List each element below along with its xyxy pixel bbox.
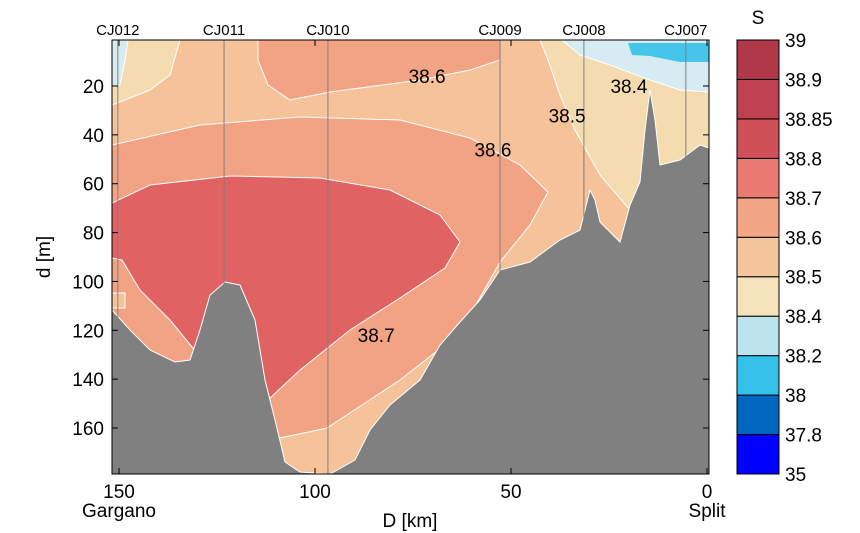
station-label: CJ010: [306, 22, 349, 39]
x-tick-label: 150: [103, 482, 135, 503]
station-label: CJ008: [562, 22, 605, 39]
colorbar-band: [736, 118, 780, 159]
contour-label: 38.7: [358, 326, 395, 347]
colorbar-tick-label: 38.85: [785, 110, 833, 131]
y-tick-label: 80: [83, 224, 104, 245]
bathymetry: [112, 89, 709, 474]
y-tick-label: 60: [83, 175, 104, 196]
colorbar-band: [736, 78, 780, 120]
colorbar-tick-label: 38.6: [785, 228, 822, 249]
station-label: CJ011: [203, 22, 245, 39]
colorbar-tick-label: 37.8: [785, 426, 822, 447]
contour-label: 38.6: [409, 67, 446, 88]
colorbar-band: [736, 355, 780, 396]
x-tick-label: 0: [702, 482, 713, 503]
colorbar-band: [736, 39, 780, 80]
plot-area: [112, 40, 709, 474]
region-38.2-38.4-left: [112, 40, 129, 88]
colorbar-band: [736, 394, 780, 436]
colorbar-tick-label: 38.7: [785, 189, 822, 210]
colorbar-tick-label: 38.2: [785, 347, 822, 368]
x-end-label: Gargano: [82, 501, 156, 522]
x-axis-label: D [km]: [383, 511, 438, 532]
x-end-label: Split: [689, 501, 727, 522]
station-label: CJ009: [478, 22, 521, 39]
contour-label: 38.5: [549, 106, 586, 127]
colorbar-band: [736, 197, 780, 238]
colorbar-band: [736, 236, 780, 278]
region-38.4-38.5-left: [112, 40, 181, 106]
colorbar-tick-label: 38.8: [785, 149, 822, 170]
y-tick-label: 40: [83, 126, 104, 147]
y-tick-label: 20: [83, 77, 104, 98]
plot-frame: [111, 39, 710, 475]
colorbar-band: [736, 157, 780, 199]
colorbar-tick-label: 38.5: [785, 268, 822, 289]
contour-label: 38.6: [474, 141, 511, 162]
y-tick-label: 140: [72, 370, 104, 391]
x-tick-label: 50: [500, 482, 521, 503]
x-tick-label: 100: [299, 482, 331, 503]
colorbar-band: [736, 434, 780, 475]
colorbar-band: [736, 315, 780, 357]
colorbar-label: S: [752, 8, 765, 29]
region-38-38.2-right: [628, 43, 709, 62]
contour-label: 38.4: [610, 77, 647, 98]
region-38.5-38.6-patch: [112, 292, 126, 309]
colorbar-tick-label: 39: [785, 31, 806, 52]
y-tick-label: 120: [72, 321, 104, 342]
colorbar-tick-label: 35: [785, 465, 806, 486]
y-axis-label: d [m]: [34, 236, 55, 278]
station-label: CJ007: [664, 22, 707, 39]
station-label: CJ012: [96, 22, 139, 39]
colorbar-tick-label: 38: [785, 386, 806, 407]
y-tick-label: 100: [72, 272, 104, 293]
colorbar-band: [736, 276, 780, 317]
colorbar-tick-label: 38.9: [785, 70, 822, 91]
y-tick-label: 160: [72, 419, 104, 440]
colorbar-tick-label: 38.4: [785, 307, 822, 328]
